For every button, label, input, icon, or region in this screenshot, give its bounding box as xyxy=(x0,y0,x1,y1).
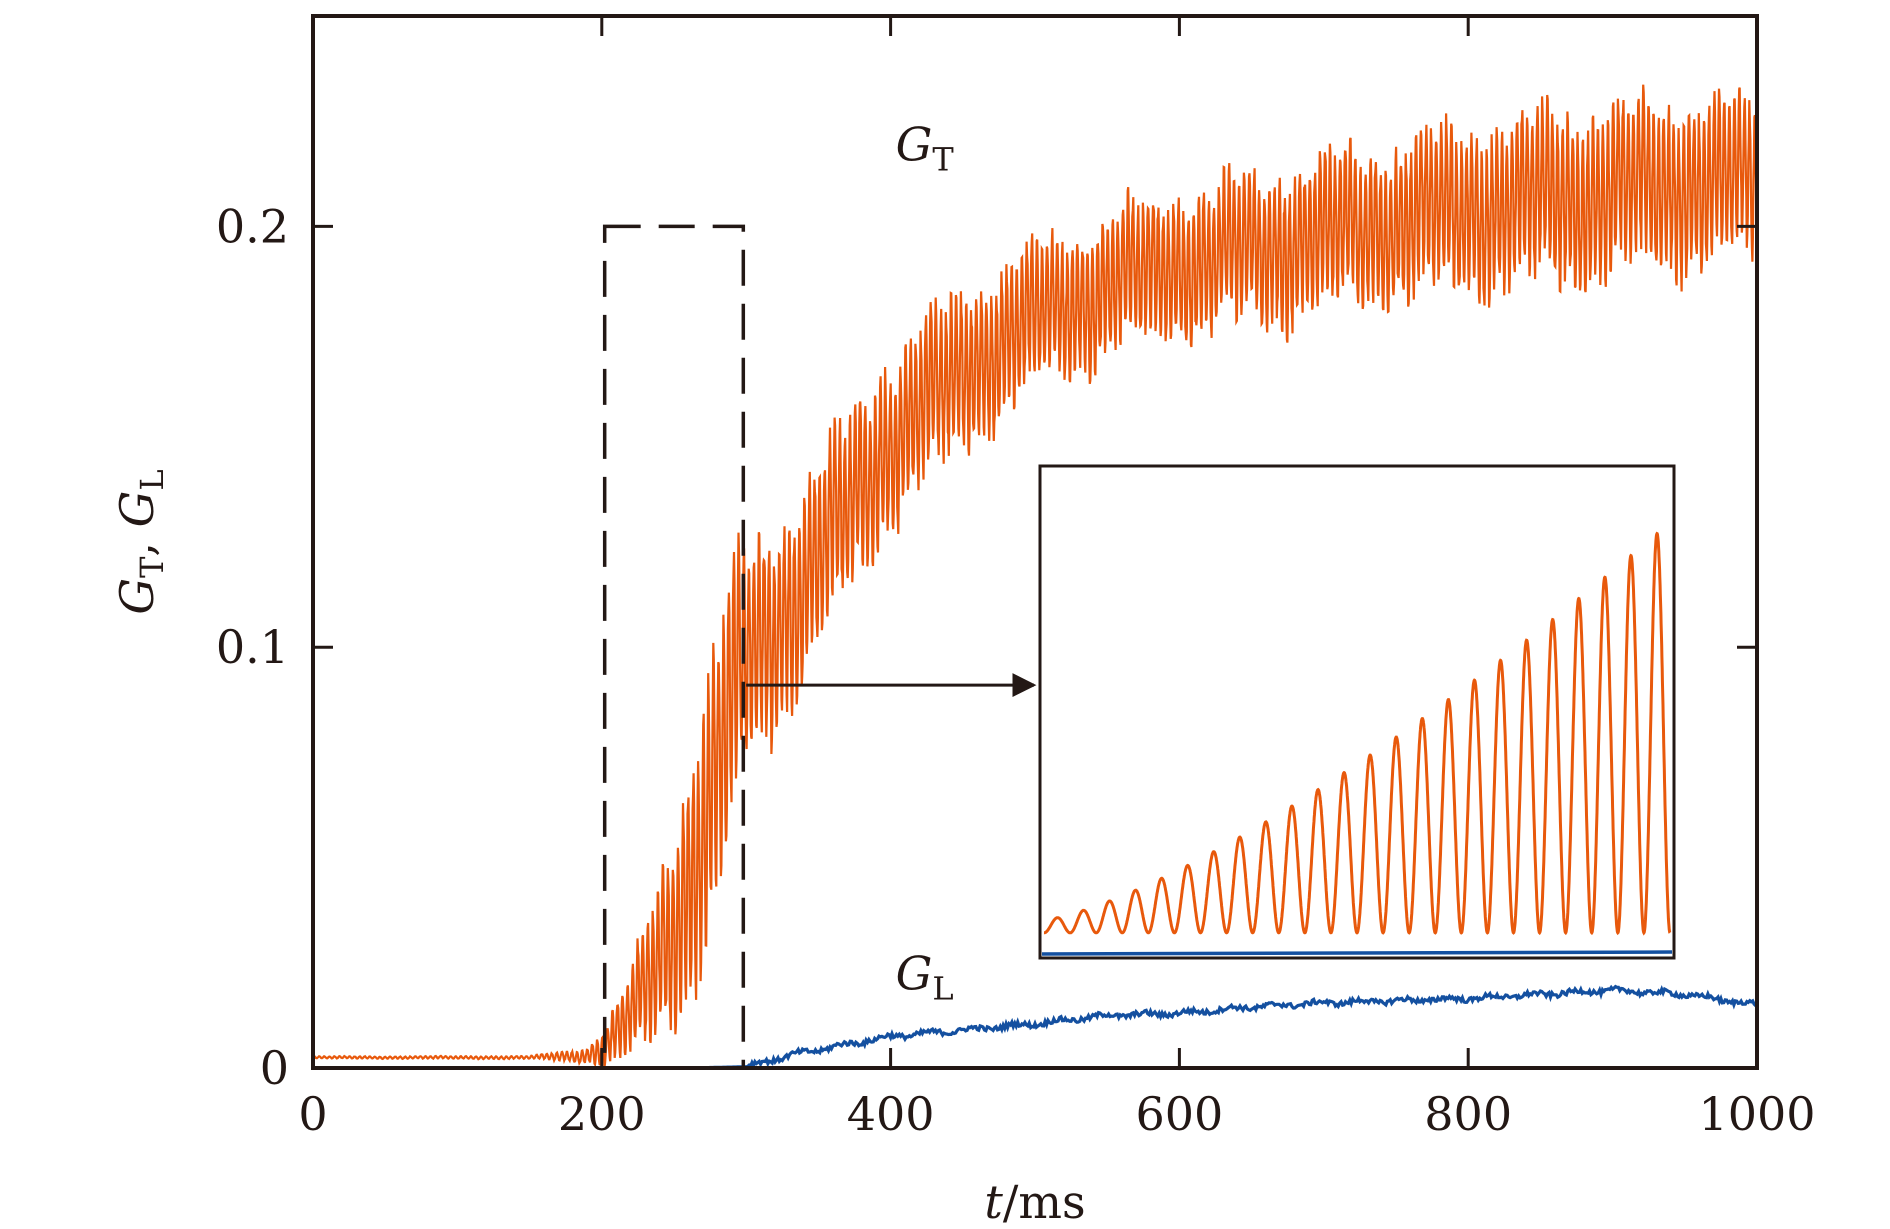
gl-series-label: GL xyxy=(896,947,954,1008)
x-tick-label: 0 xyxy=(298,1087,327,1141)
y-tick-label: 0.2 xyxy=(216,199,289,253)
x-tick-label: 800 xyxy=(1424,1087,1512,1141)
series-layer xyxy=(313,84,1757,1068)
gl-label-base: G xyxy=(896,947,933,1001)
x-axis-unit: ms xyxy=(1018,1175,1085,1229)
gt-series-line xyxy=(313,84,1757,1068)
y-axis-sep: , xyxy=(110,527,164,556)
y-axis-title: GT, GL xyxy=(110,469,171,614)
y-axis-gt-base: G xyxy=(110,578,164,615)
inset-frame xyxy=(1038,464,1676,960)
x-tick-label: 400 xyxy=(847,1087,935,1141)
inset-gl-line xyxy=(1041,950,1673,956)
x-axis-var: t xyxy=(984,1175,1003,1229)
x-tick-label: 1000 xyxy=(1698,1087,1815,1141)
y-axis-gt-sub: T xyxy=(133,556,171,578)
x-axis-slash: / xyxy=(1003,1175,1019,1229)
inset-gt-line xyxy=(1044,531,1672,936)
y-axis-gl-base: G xyxy=(110,491,164,528)
gt-label-base: G xyxy=(896,118,933,172)
gt-series-label: GT xyxy=(896,118,955,179)
gl-label-sub: L xyxy=(932,970,953,1008)
y-tick-label: 0.1 xyxy=(216,620,289,674)
plot-frame xyxy=(311,14,1759,1070)
y-tick-label: 0 xyxy=(260,1041,289,1095)
y-axis-gl-sub: L xyxy=(133,469,171,490)
gt-label-sub: T xyxy=(932,141,954,179)
inset-panel xyxy=(1038,464,1676,960)
ticks-layer xyxy=(311,16,1759,1070)
tick-labels-layer: 0 200 400 600 800 1000 0 0.1 0.2 xyxy=(216,199,1816,1141)
gl-series-line xyxy=(313,984,1757,1068)
x-tick-label: 200 xyxy=(558,1087,646,1141)
x-tick-label: 600 xyxy=(1135,1087,1223,1141)
x-axis-title: t/ms xyxy=(984,1175,1085,1229)
